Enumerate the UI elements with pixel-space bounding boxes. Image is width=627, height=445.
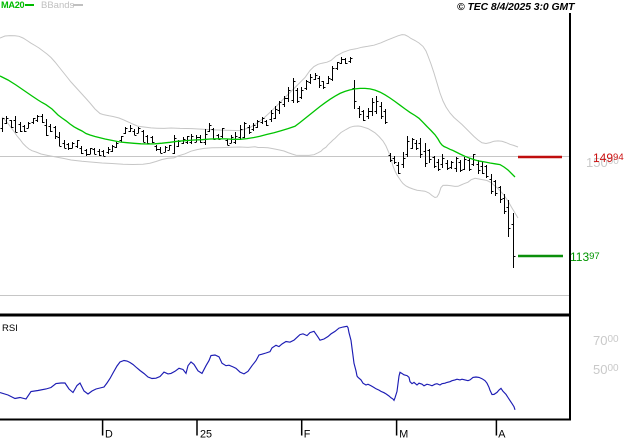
svg-text:5000: 5000 <box>593 362 619 377</box>
svg-text:M: M <box>399 429 408 441</box>
svg-text:A: A <box>498 429 506 441</box>
svg-text:F: F <box>304 429 311 441</box>
svg-text:MA20: MA20 <box>1 0 24 10</box>
svg-text:11397: 11397 <box>570 250 600 264</box>
svg-text:7000: 7000 <box>593 333 619 348</box>
svg-text:© TEC 8/4/2025 3:0 GMT: © TEC 8/4/2025 3:0 GMT <box>457 2 576 13</box>
svg-text:RSI: RSI <box>2 323 18 334</box>
svg-text:14994: 14994 <box>593 151 624 165</box>
svg-text:D: D <box>105 429 113 441</box>
svg-text:25: 25 <box>200 429 212 441</box>
svg-text:15000: 15000 <box>586 155 619 170</box>
svg-text:BBands: BBands <box>41 0 75 11</box>
